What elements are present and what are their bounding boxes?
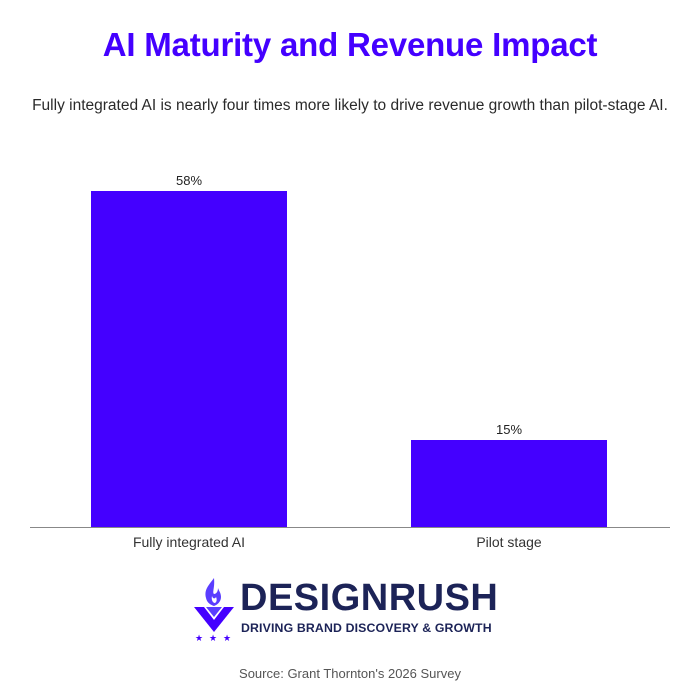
logo-wordmark: DESIGNRUSH xyxy=(240,577,499,619)
bar-fully-integrated-ai xyxy=(91,191,287,527)
x-tick-label: Pilot stage xyxy=(476,534,542,550)
svg-text:★: ★ xyxy=(223,634,231,642)
bar-value-label: 58% xyxy=(175,173,203,188)
source-note: Source: Grant Thornton's 2026 Survey xyxy=(239,666,461,681)
x-axis-line xyxy=(30,527,670,528)
logo-tagline: DRIVING BRAND DISCOVERY & GROWTH xyxy=(241,621,492,635)
chart-subtitle: Fully integrated AI is nearly four times… xyxy=(32,97,668,114)
bar-pilot-stage xyxy=(411,440,607,527)
x-tick-label: Fully integrated AI xyxy=(132,534,246,550)
svg-text:★: ★ xyxy=(209,634,217,642)
bar-value-label: 15% xyxy=(495,422,523,437)
svg-text:★: ★ xyxy=(195,634,203,642)
chart-title: AI Maturity and Revenue Impact xyxy=(102,26,598,63)
torch-v-icon: ★ ★ ★ xyxy=(194,578,234,642)
designrush-logo: ★ ★ ★ DESIGNRUSH DRIVING BRAND DISCOVERY… xyxy=(190,574,520,644)
